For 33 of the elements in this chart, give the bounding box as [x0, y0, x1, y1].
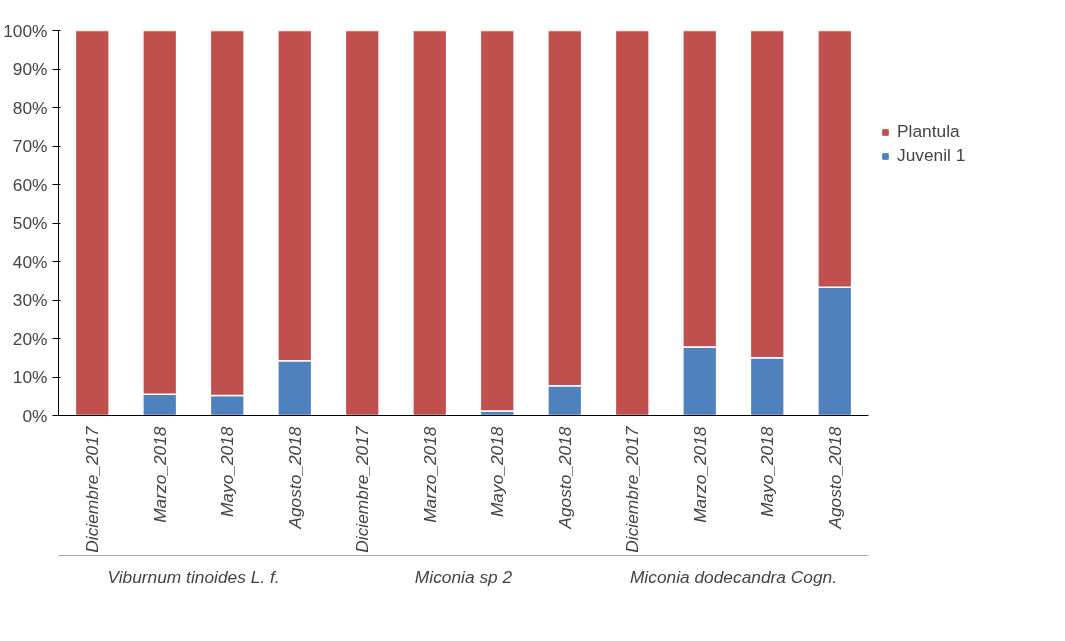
legend-label: Juvenil 1 — [897, 145, 966, 166]
bar — [412, 30, 448, 416]
y-tick-label: 10% — [12, 367, 48, 387]
bar — [74, 30, 110, 416]
text: Miconia sp 2 — [414, 566, 513, 587]
y-tick-label: 20% — [12, 328, 48, 349]
x-tick-label: Marzo_2018 — [419, 426, 440, 523]
y-tick-label: 30% — [12, 290, 48, 310]
x-tick-label: Marzo_2018 — [149, 426, 170, 523]
x-tick-label: Marzo_2018 — [689, 426, 710, 523]
x-tick-label: Agosto_2018 — [824, 426, 845, 530]
y-tick-label: 0% — [22, 405, 48, 426]
x-tick-label: Diciembre_2017 — [82, 425, 103, 553]
x-tick-label: Agosto_2018 — [284, 426, 305, 530]
x-tick-label: Agosto_2018 — [554, 426, 575, 530]
bar — [614, 30, 650, 416]
text: Miconia dodecandra Cogn. — [629, 566, 838, 587]
x-tick-label: Mayo_2018 — [487, 426, 508, 518]
legend-label: Plantula — [897, 121, 960, 142]
y-tick-label: 60% — [12, 174, 48, 195]
y-tick-label: 100% — [3, 20, 48, 41]
x-tick-label: Diciembre_2017 — [622, 425, 643, 553]
y-tick-label: 40% — [12, 251, 48, 272]
y-tick-label: 90% — [12, 59, 48, 79]
x-tick-label: Mayo_2018 — [757, 426, 778, 518]
x-tick-label: Mayo_2018 — [217, 426, 238, 518]
bar — [344, 30, 380, 416]
text: Viburnum tinoides L. f. — [107, 566, 280, 587]
y-tick-label: 50% — [12, 213, 48, 233]
bar — [479, 30, 515, 412]
y-tick-label: 80% — [12, 97, 48, 118]
y-tick-label: 70% — [12, 136, 48, 156]
x-tick-label: Diciembre_2017 — [352, 425, 373, 553]
